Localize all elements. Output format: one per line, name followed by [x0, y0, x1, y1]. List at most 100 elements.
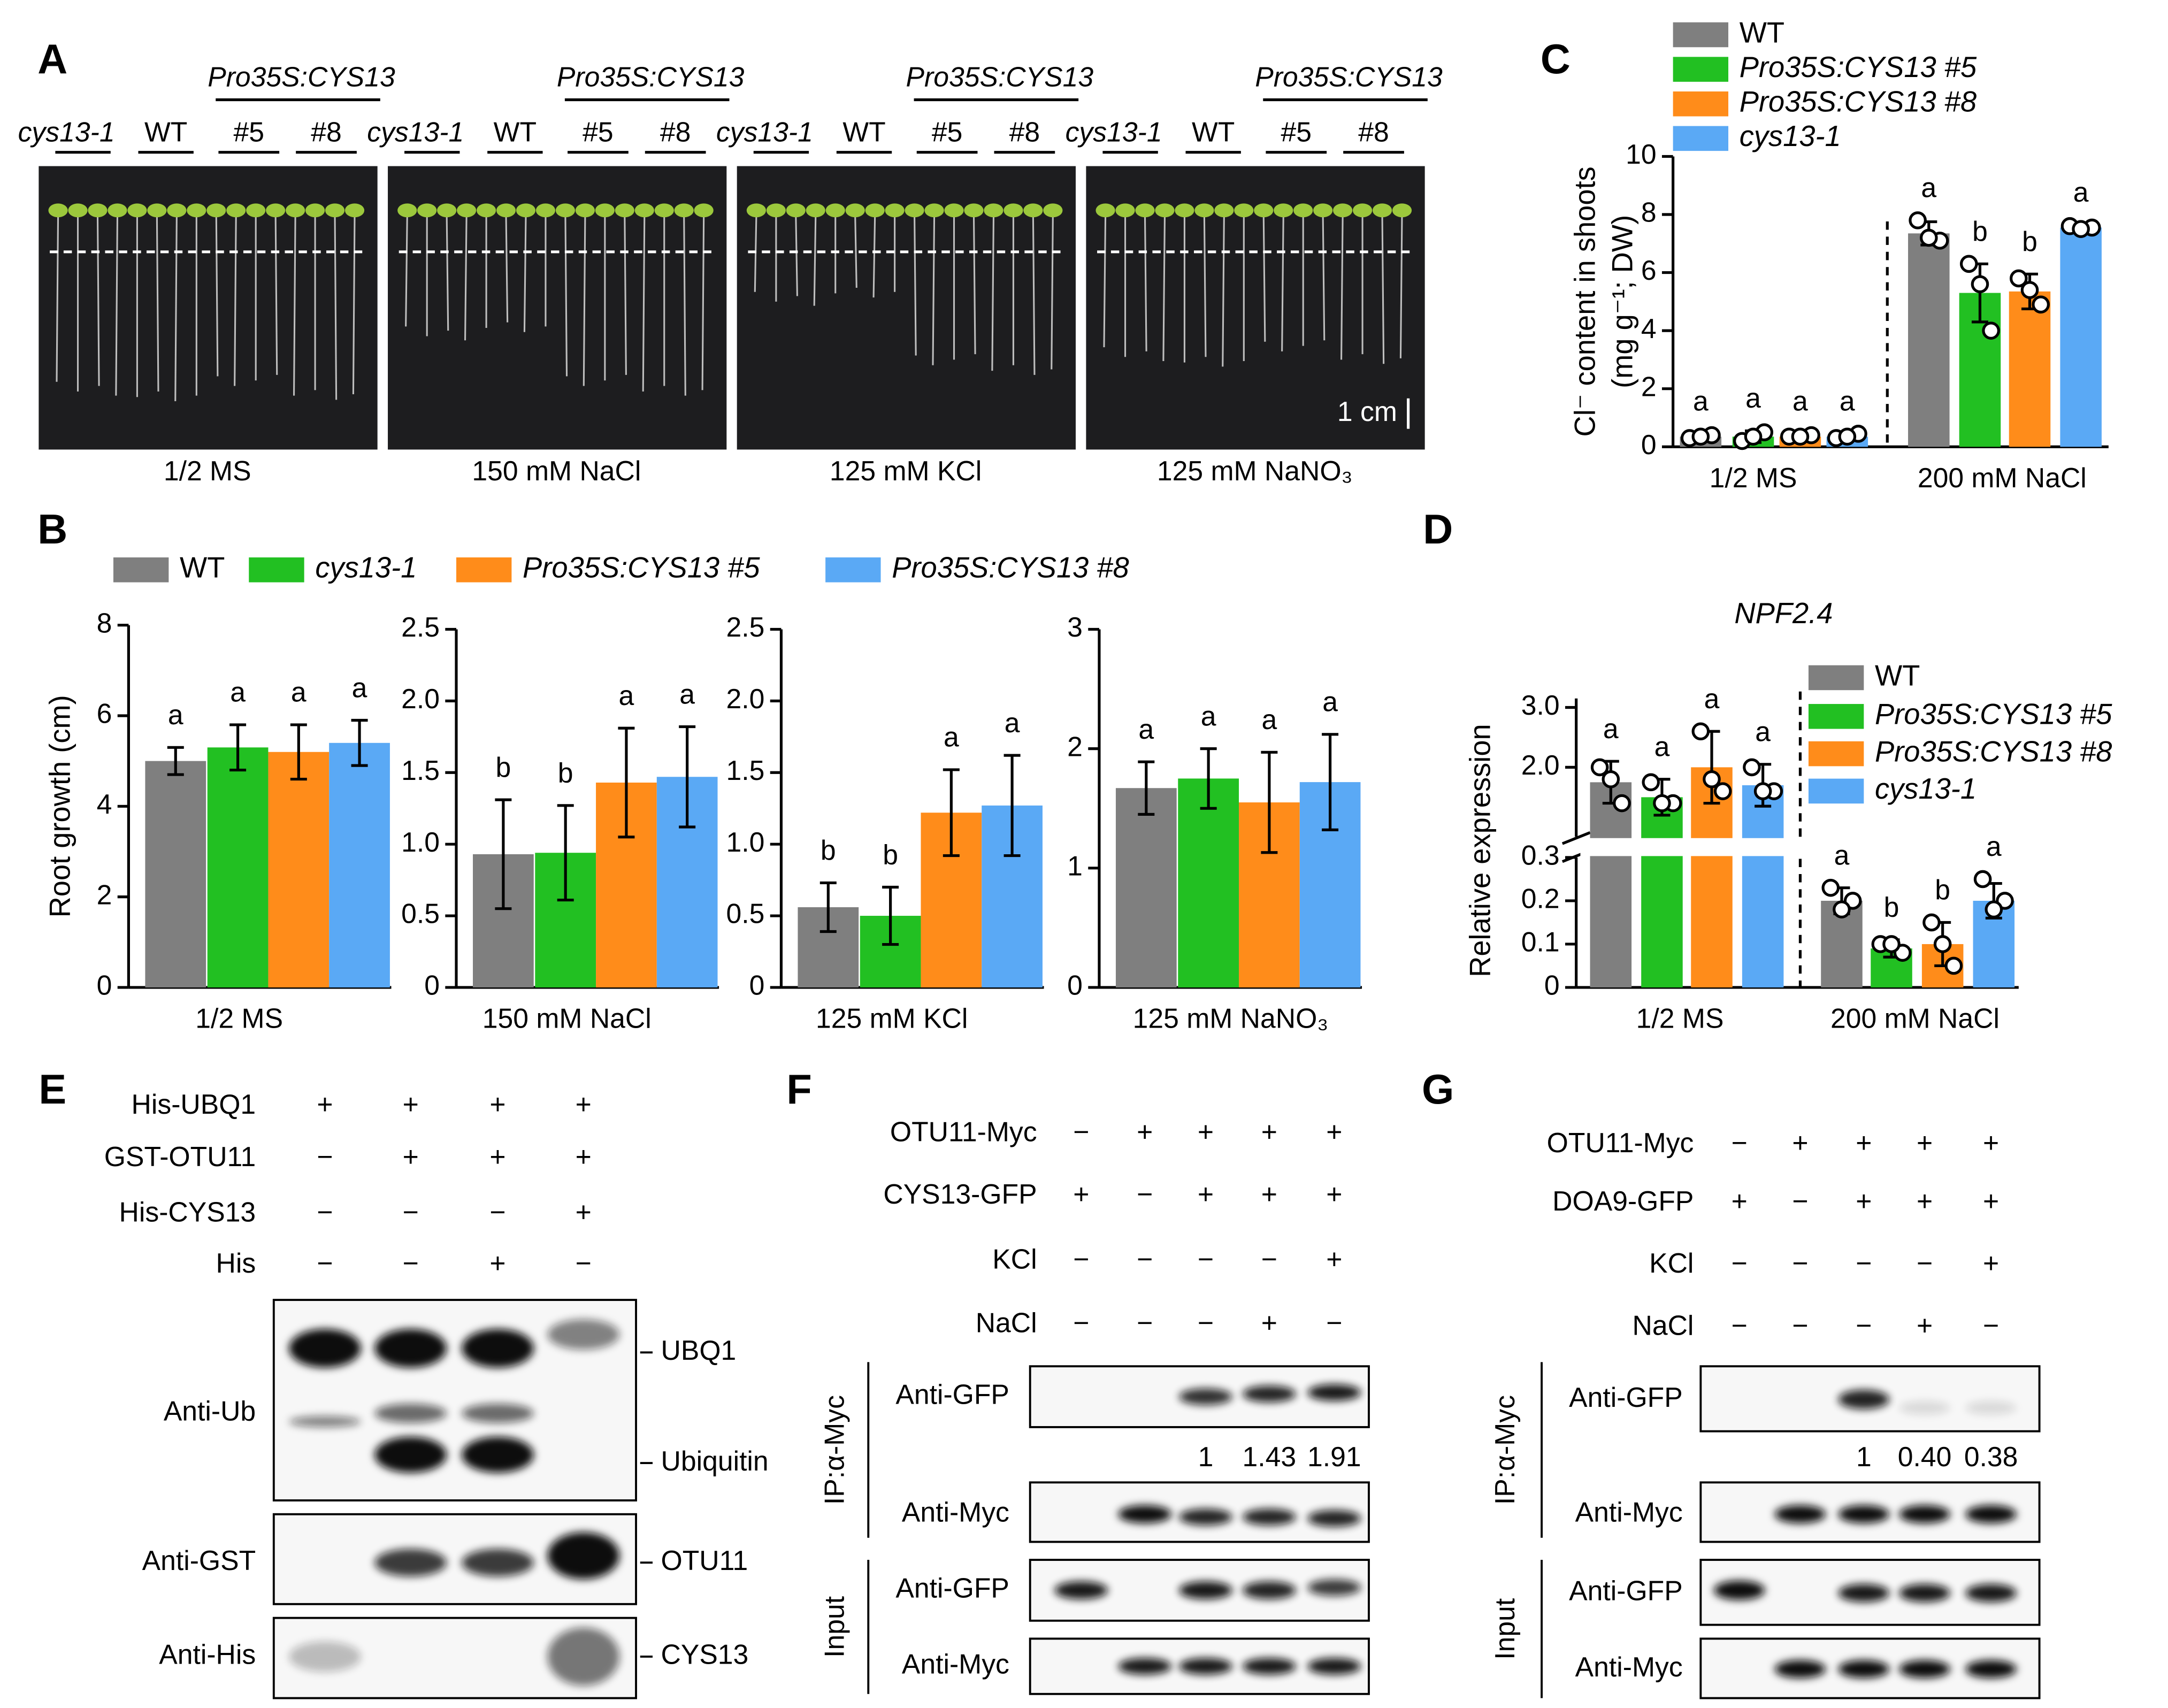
- data-point: [1602, 770, 1620, 788]
- condition-sign: −: [317, 1141, 333, 1172]
- condition-sign: +: [1326, 1243, 1342, 1274]
- cotyledon: [634, 203, 654, 218]
- blot-band: [289, 1329, 361, 1368]
- condition-sign: +: [576, 1197, 592, 1228]
- blot-band: [462, 1549, 534, 1577]
- y-tick-label: 1.5: [401, 755, 440, 786]
- root: [274, 216, 278, 375]
- blot-band: [289, 1641, 361, 1672]
- y-tick-label: 1.0: [401, 826, 440, 857]
- legend-label: cys13-1: [1740, 120, 1841, 152]
- root: [1051, 216, 1054, 370]
- error-bar: [1322, 733, 1339, 831]
- blot-band: [289, 1416, 361, 1427]
- condition-sign: −: [1732, 1247, 1748, 1278]
- data-point: [1882, 935, 1901, 953]
- bar: [1908, 233, 1950, 447]
- genotype-label: WT: [1192, 117, 1235, 148]
- condition-sign: −: [1792, 1185, 1808, 1216]
- condition-label: GST-OTU11: [104, 1141, 256, 1172]
- cotyledon: [206, 203, 226, 218]
- construct-label: Pro35S:CYS13: [906, 61, 1094, 92]
- condition-sign: +: [403, 1089, 419, 1120]
- condition-sign: +: [1326, 1178, 1342, 1209]
- root: [1322, 216, 1326, 341]
- condition-sign: +: [1917, 1127, 1933, 1158]
- band-quantification: 1: [1856, 1441, 1872, 1472]
- y-tick-label: 6: [1641, 255, 1657, 286]
- legend-swatch: [825, 557, 881, 583]
- condition-sign: −: [1326, 1307, 1342, 1338]
- condition-sign: +: [1732, 1185, 1748, 1216]
- bar: [207, 747, 269, 987]
- blot-band: [1965, 1505, 2017, 1523]
- blot-band: [547, 1532, 620, 1580]
- cotyledon: [555, 203, 576, 218]
- blot-band: [1838, 1505, 1890, 1523]
- root: [334, 216, 338, 400]
- significance-letter: a: [1603, 713, 1619, 744]
- genotype-label: #8: [1009, 117, 1040, 148]
- antibody-label: Anti-Myc: [902, 1496, 1009, 1527]
- cotyledon: [786, 203, 806, 218]
- root: [624, 216, 627, 375]
- root: [1340, 216, 1344, 360]
- error-bar: [557, 804, 574, 902]
- condition-sign: −: [1792, 1247, 1808, 1278]
- data-point: [2020, 281, 2039, 299]
- error-bar: [1138, 760, 1155, 816]
- bar: [2009, 291, 2051, 447]
- data-point: [1838, 427, 1857, 446]
- cotyledon: [1293, 203, 1313, 218]
- cotyledon: [496, 203, 516, 218]
- y-tick-label: 0: [97, 970, 112, 1001]
- y-axis-label: Relative expression: [1464, 724, 1496, 977]
- bar: [329, 742, 390, 987]
- condition-sign: +: [1137, 1116, 1153, 1147]
- cotyledon: [266, 203, 286, 218]
- cotyledon: [344, 203, 365, 218]
- data-point: [1703, 770, 1721, 788]
- condition-sign: +: [1917, 1309, 1933, 1341]
- error-bar: [1003, 754, 1021, 857]
- legend-swatch: [1673, 91, 1729, 117]
- root: [1203, 216, 1207, 357]
- data-point: [1982, 321, 2000, 340]
- data-point: [1909, 211, 1927, 229]
- cotyledon: [1313, 203, 1333, 218]
- legend-swatch: [249, 557, 304, 583]
- condition-sign: +: [1326, 1116, 1342, 1147]
- condition-sign: +: [1856, 1127, 1872, 1158]
- cotyledon: [615, 203, 634, 218]
- antibody-label: Anti-GFP: [895, 1379, 1009, 1410]
- condition-label: His: [216, 1247, 256, 1278]
- significance-letter: b: [883, 839, 898, 870]
- cotyledon: [1194, 203, 1214, 218]
- condition-sign: −: [1856, 1309, 1872, 1341]
- root: [56, 216, 59, 382]
- significance-letter: a: [2073, 177, 2089, 208]
- condition-sign: +: [1261, 1307, 1277, 1338]
- root: [1381, 216, 1385, 364]
- significance-letter: a: [1921, 172, 1936, 203]
- cotyledon: [1392, 203, 1412, 218]
- blot-band: [1307, 1510, 1361, 1527]
- condition-sign: −: [317, 1197, 333, 1228]
- condition-sign: −: [1137, 1178, 1153, 1209]
- cotyledon: [694, 203, 714, 218]
- y-tick-label: 8: [97, 607, 112, 638]
- root: [564, 216, 568, 377]
- condition-sign: +: [1917, 1185, 1933, 1216]
- x-category-label: 125 mM KCl: [816, 1003, 968, 1034]
- root: [352, 216, 356, 395]
- condition-sign: −: [1198, 1307, 1214, 1338]
- y-tick-label: 2.0: [401, 683, 440, 714]
- chart-title: NPF2.4: [1734, 597, 1833, 630]
- legend-label: Pro35S:CYS13 #5: [1740, 51, 1977, 83]
- y-tick-label: 0: [1067, 970, 1083, 1001]
- significance-letter: a: [1704, 683, 1720, 714]
- cotyledon: [964, 203, 984, 218]
- bar: [1178, 778, 1239, 987]
- legend-swatch: [1673, 126, 1729, 151]
- y-tick-label: 2.5: [401, 611, 440, 642]
